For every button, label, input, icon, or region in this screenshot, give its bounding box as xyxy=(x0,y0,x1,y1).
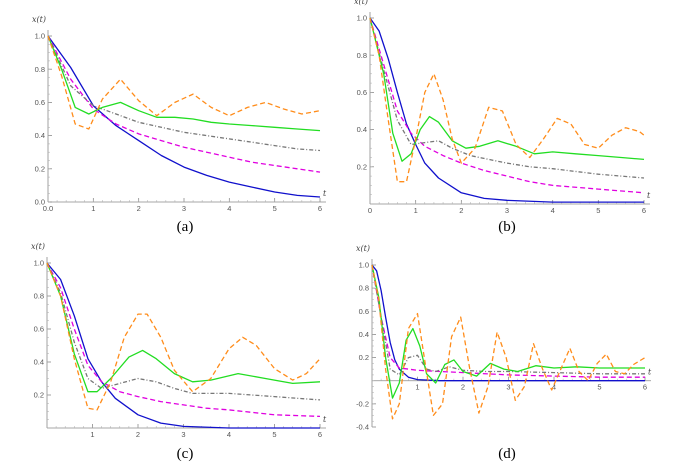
x-tick-label: 5 xyxy=(596,206,600,215)
x-tick-label: 4 xyxy=(227,430,231,439)
chart-panel-3: 0.2 0.4 0.6 0.8 1.0 1 2 3 4 5 6 x(t) t (c) xyxy=(31,242,327,462)
x-tick-label: 5 xyxy=(273,204,277,213)
y-axis-label: x(t) xyxy=(356,244,370,253)
panel-caption: (b) xyxy=(498,219,516,235)
x-tick-label: 2 xyxy=(461,383,465,392)
series-line-3 xyxy=(46,262,321,401)
y-tick-label: 1.0 xyxy=(34,259,44,268)
y-tick-label: 1.0 xyxy=(35,32,45,41)
y-tick-label: 0.2 xyxy=(35,164,45,173)
x-tick-label: 6 xyxy=(318,430,322,439)
x-tick-label: 1 xyxy=(415,383,419,392)
y-tick-label: 0.8 xyxy=(359,284,369,293)
x-tick-label: 3 xyxy=(506,383,510,392)
series-line-4 xyxy=(369,17,645,162)
y-tick-label: 0.8 xyxy=(357,51,367,60)
x-origin-tick-label: 0 xyxy=(368,206,372,215)
panel-caption: (c) xyxy=(177,446,194,462)
series-line-4 xyxy=(47,35,321,132)
x-tick-label: 3 xyxy=(505,206,509,215)
y-tick-label: 0.6 xyxy=(357,88,367,97)
x-tick-label: 2 xyxy=(136,430,140,439)
y-tick-label: 0.8 xyxy=(35,65,45,74)
x-axis-label: t xyxy=(648,368,652,377)
panel-caption: (d) xyxy=(498,446,516,462)
series-line-2 xyxy=(47,35,321,173)
y-tick-label: 1.0 xyxy=(357,14,367,23)
series-line-1 xyxy=(371,264,645,382)
x-axis-label: t xyxy=(323,189,327,198)
chart-panel-4: -0.4 -0.2 0.2 0.4 0.6 0.8 1.0 1 2 3 4 5 6 x(t) t (d) xyxy=(356,244,652,462)
y-tick-label: 0.4 xyxy=(359,330,369,339)
x-tick-label: 2 xyxy=(137,204,141,213)
x-tick-label: 4 xyxy=(552,383,556,392)
y-tick-label: 0.2 xyxy=(359,353,369,362)
series-line-3 xyxy=(47,35,321,152)
y-tick-label: 0.6 xyxy=(359,307,369,316)
y-tick-label: 0.2 xyxy=(357,162,367,171)
x-axis-label: t xyxy=(647,191,651,200)
y-tick-label: 0.6 xyxy=(34,325,44,334)
series-line-2 xyxy=(369,17,645,194)
y-tick-label: 0.0 xyxy=(35,198,45,207)
y-tick-label: 0.6 xyxy=(35,98,45,107)
y-axis-label: x(t) xyxy=(31,242,45,251)
x-tick-label: 1 xyxy=(91,204,95,213)
y-tick-label: 0.8 xyxy=(34,292,44,301)
chart-panel-1: 0.0 0.2 0.4 0.6 0.8 1.0 1 2 3 4 5 6 0.0 x(t) t (a) xyxy=(32,15,327,235)
series-line-5 xyxy=(47,35,321,130)
y-tick-label: 0.2 xyxy=(34,391,44,400)
x-tick-label: 4 xyxy=(551,206,555,215)
series-line-5 xyxy=(371,264,646,420)
x-tick-label: 6 xyxy=(643,383,647,392)
chart-panel-2: 0.2 0.4 0.6 0.8 1.0 1 2 3 4 5 6 0 x(t) t (b) xyxy=(354,0,651,235)
y-axis-label: x(t) xyxy=(354,0,368,6)
x-tick-label: 2 xyxy=(459,206,463,215)
x-tick-label: 1 xyxy=(90,430,94,439)
series-line-5 xyxy=(369,17,645,183)
series-line-2 xyxy=(371,264,645,378)
panel-caption: (a) xyxy=(177,219,194,235)
y-tick-label: 0.4 xyxy=(35,131,45,140)
y-tick-label: 0.4 xyxy=(34,358,44,367)
x-tick-label: 4 xyxy=(227,204,231,213)
x-tick-label: 3 xyxy=(181,430,185,439)
series-line-4 xyxy=(46,262,321,393)
y-tick-label: -0.4 xyxy=(356,423,369,432)
x-tick-label: 3 xyxy=(182,204,186,213)
y-tick-label: -0.2 xyxy=(356,399,369,408)
series-line-1 xyxy=(46,262,320,429)
y-tick-label: 1.0 xyxy=(359,261,369,270)
y-tick-label: 0.4 xyxy=(357,125,367,134)
x-tick-label: 6 xyxy=(642,206,646,215)
series-line-1 xyxy=(47,35,321,198)
series-line-5 xyxy=(46,262,321,411)
x-axis-label: t xyxy=(323,415,327,424)
x-tick-label: 5 xyxy=(597,383,601,392)
x-tick-label: 6 xyxy=(318,204,322,213)
x-origin-tick-label: 0.0 xyxy=(43,204,53,213)
series-line-1 xyxy=(369,17,644,203)
series-line-3 xyxy=(371,264,645,376)
y-axis-label: x(t) xyxy=(32,15,46,24)
series-line-3 xyxy=(369,17,645,179)
x-tick-label: 1 xyxy=(414,206,418,215)
x-tick-label: 5 xyxy=(272,430,276,439)
series-line-2 xyxy=(46,262,321,418)
